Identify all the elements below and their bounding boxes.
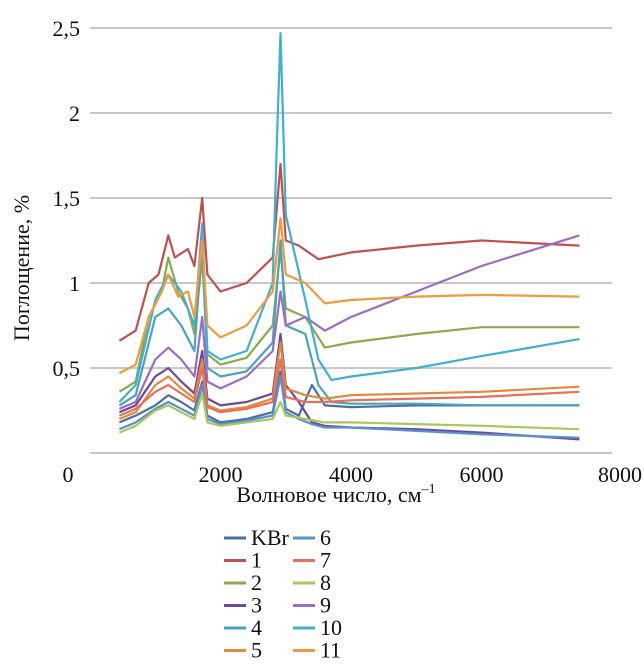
y-tick-label: 0,5 [53,356,81,381]
series-line-6 [118,375,580,439]
x-axis-ticks: 0 2000 4000 6000 8000 [63,462,643,487]
series-line-1 [118,162,580,342]
legend-label: 5 [251,638,262,663]
series-line-4 [118,239,580,407]
series-line-2 [118,247,580,393]
y-axis-label: Поглощение, % [9,195,34,341]
x-axis-label-text: Волновое число, см [236,482,421,507]
legend-label: 11 [320,638,341,663]
series-line-3 [118,332,580,441]
series-line-10 [118,32,580,403]
x-tick-label: 6000 [460,462,504,487]
y-tick-label: 1,5 [53,186,81,211]
series-line-7 [118,358,580,417]
y-tick-label: 2 [69,101,80,126]
x-tick-label: 2000 [199,462,243,487]
legend-label: 2 [251,570,262,595]
series-line-9 [118,234,580,410]
series-line-8 [118,392,580,434]
legend-label: 10 [320,615,342,640]
y-tick-label: 1 [69,271,80,296]
y-tick-label: 2,5 [53,16,81,41]
x-tick-label: 8000 [598,462,642,487]
plot-series [118,32,580,441]
legend-label: 8 [320,570,331,595]
legend-label: 3 [251,593,262,618]
x-tick-label: 4000 [329,462,373,487]
y-axis-ticks: 0,5 1 1,5 2 2,5 [53,16,81,381]
legend-label: 7 [320,548,331,573]
grid-lines [90,27,612,369]
series-line-KBr [118,370,580,424]
legend-label: 6 [320,525,331,550]
x-axis-label: Волновое число, см–1 [236,482,435,507]
series-line-5 [118,341,580,421]
legend-label: 1 [251,548,262,573]
x-axis-label-superscript: –1 [421,482,436,497]
legend-label: KBr [251,525,290,550]
legend-label: 4 [251,615,262,640]
series-line-11 [118,217,580,375]
x-tick-label: 0 [63,462,74,487]
legend-label: 9 [320,593,331,618]
